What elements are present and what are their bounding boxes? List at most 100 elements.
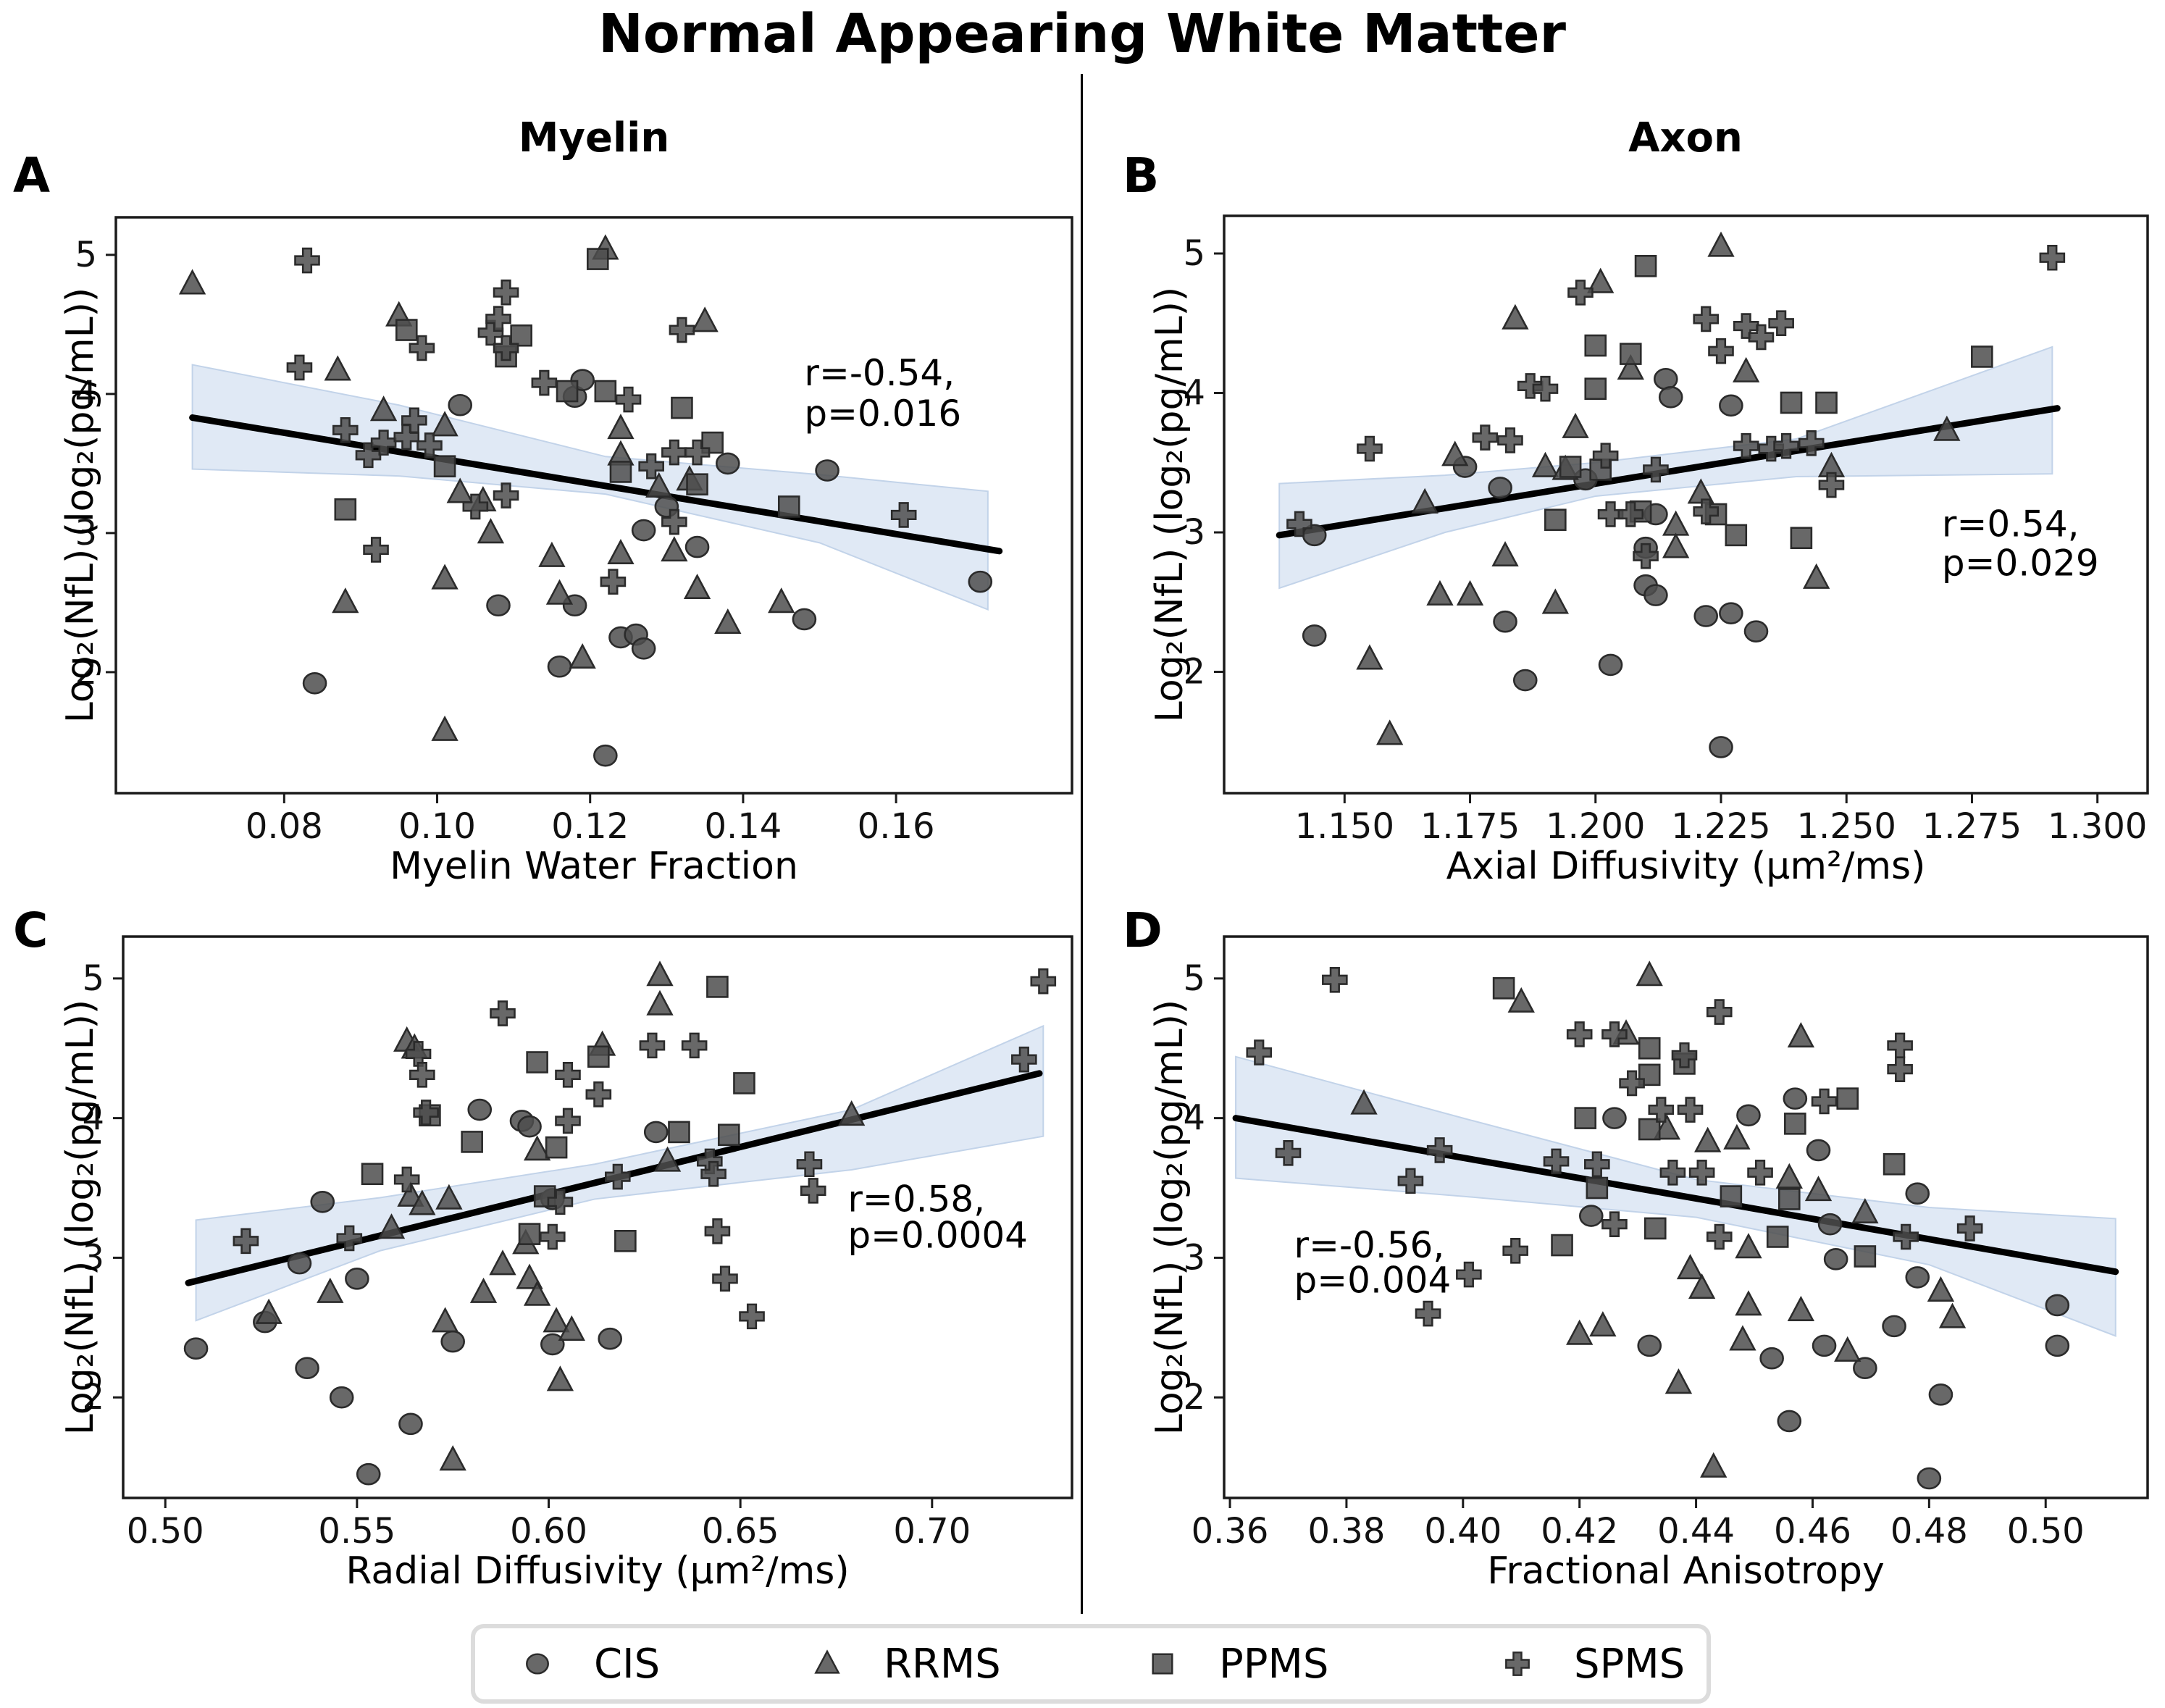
data-point-triangle [409, 1189, 436, 1215]
data-point-plus [1677, 1097, 1704, 1123]
data-point-plus [890, 502, 917, 528]
data-point-circle [517, 1115, 542, 1138]
data-point-plus [1619, 1070, 1645, 1097]
data-point-circle [467, 1098, 493, 1121]
y-tick-label: 4 [1183, 1098, 1205, 1139]
data-point-plus [1415, 1300, 1441, 1327]
x-axis-label: Fractional Anisotropy [1487, 1549, 1885, 1593]
data-point-square [1574, 1107, 1597, 1129]
x-tick-label: 0.36 [1192, 1511, 1269, 1552]
data-point-triangle [1376, 719, 1404, 745]
x-tick-label: 1.275 [1922, 806, 2022, 847]
data-point-circle [1853, 1357, 1877, 1380]
data-point-triangle [1787, 1295, 1815, 1321]
data-point-plus [1286, 511, 1312, 537]
data-point-triangle [435, 1184, 463, 1210]
data-point-circle [593, 744, 618, 767]
plot-border [122, 935, 1073, 1499]
data-point-triangle [178, 269, 206, 295]
data-point-plus [1693, 498, 1720, 524]
legend-label-rrms: RRMS [884, 1640, 1001, 1688]
data-point-circle [1823, 1248, 1848, 1270]
panel-label-b: B [1123, 148, 1160, 204]
data-point-plus [1592, 443, 1619, 469]
x-tick-label: 0.12 [551, 806, 629, 847]
data-point-plus [555, 1108, 581, 1134]
data-point-square [461, 1131, 483, 1153]
data-point-plus [1597, 501, 1624, 527]
y-tick-label: 4 [82, 1098, 104, 1139]
data-point-triangle [324, 355, 351, 381]
data-point-circle [302, 671, 327, 695]
x-tick-label: 1.150 [1295, 806, 1394, 847]
data-point-triangle [1707, 231, 1735, 257]
data-point-plus [355, 442, 382, 469]
data-point-triangle [1411, 487, 1439, 514]
data-point-square [587, 1045, 610, 1068]
correlation-annotation: p=0.004 [1294, 1259, 1452, 1301]
panel-label-a: A [13, 148, 51, 204]
data-point-plus [531, 369, 558, 396]
data-point-square [1152, 1653, 1173, 1675]
data-point-circle [1882, 1315, 1906, 1338]
data-point-triangle [691, 306, 719, 332]
data-point-plus [1617, 501, 1644, 527]
data-point-plus [1275, 1140, 1302, 1166]
data-point-circle [815, 459, 839, 482]
data-point-plus [1643, 456, 1669, 483]
x-tick-label: 1.300 [2048, 806, 2147, 847]
data-point-triangle [1729, 1325, 1756, 1351]
data-point-triangle [768, 587, 795, 614]
data-point-plus [1688, 1160, 1715, 1186]
correlation-annotation: r=0.54, [1942, 503, 2080, 545]
data-point-square [1854, 1245, 1877, 1268]
figure-title: Normal Appearing White Matter [598, 3, 1567, 65]
data-point-circle [1578, 1205, 1604, 1227]
y-axis-label: Log₂(NfL) (log₂(pg/mL)) [1148, 1000, 1192, 1435]
data-point-plus [1322, 966, 1348, 993]
data-point-circle [1598, 653, 1623, 677]
data-point-plus [1567, 280, 1594, 306]
data-point-triangle [332, 587, 359, 614]
data-point-square [1634, 255, 1657, 277]
data-point-triangle [431, 564, 458, 590]
data-point-circle [715, 452, 740, 475]
data-point-plus [1887, 1056, 1913, 1082]
data-point-plus [1708, 338, 1734, 364]
data-point-square [706, 976, 729, 998]
data-point-plus [1887, 1032, 1913, 1059]
data-point-plus [1747, 1160, 1773, 1186]
data-point-plus [294, 247, 320, 274]
data-point-circle [398, 1412, 423, 1436]
data-point-plus [661, 508, 687, 535]
data-point-plus [1246, 1039, 1273, 1066]
panel-d-scatter-plot: 0.36 0.38 0.40 0.42 0.44 0.46 0.48 0.50 2 3 4 5 Frac… [1148, 935, 2149, 1593]
y-tick-label: 2 [82, 1377, 104, 1418]
data-point-triangle [523, 1135, 551, 1161]
data-point-plus [585, 1081, 612, 1108]
data-point-plus [1030, 968, 1057, 995]
data-point-square [614, 1229, 637, 1252]
correlation-annotation: p=0.0004 [847, 1215, 1028, 1257]
data-point-plus [2039, 244, 2066, 271]
column-header-myelin: Myelin [518, 114, 670, 162]
y-tick-label: 5 [75, 235, 97, 275]
data-point-triangle [1636, 960, 1663, 987]
data-point-plus [1956, 1215, 1983, 1242]
data-point-circle [1806, 1139, 1831, 1162]
x-axis-label: Axial Diffusivity (μm²/ms) [1446, 845, 1926, 888]
data-point-square [361, 1163, 384, 1186]
x-tick-label: 0.46 [1774, 1511, 1851, 1552]
x-tick-label: 1.250 [1797, 806, 1896, 847]
y-tick-label: 3 [75, 513, 97, 553]
data-point-triangle [477, 518, 505, 544]
data-point-plus [1357, 435, 1383, 462]
data-point-square [1619, 343, 1642, 365]
data-point-square [1784, 1113, 1806, 1135]
y-tick-label: 5 [82, 958, 104, 999]
data-point-triangle [1507, 987, 1535, 1013]
legend-item-spms: SPMS [1500, 1628, 1685, 1699]
data-point-plus [1798, 430, 1825, 456]
data-point-triangle [1491, 540, 1519, 567]
data-point-plus [1773, 432, 1799, 459]
